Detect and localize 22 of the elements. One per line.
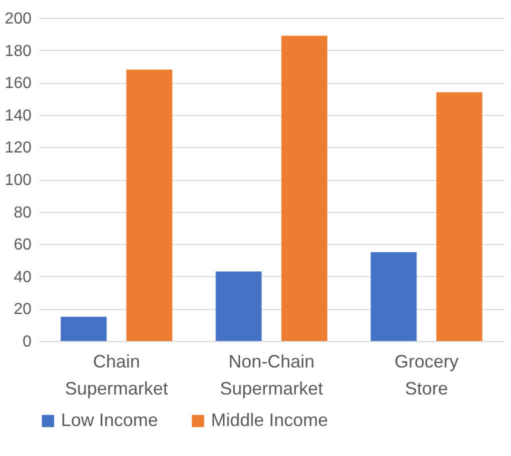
y-tick-label: 0: [22, 334, 32, 350]
x-tick-label: Chain Supermarket: [64, 352, 168, 398]
bar: [126, 70, 172, 341]
bar: [370, 252, 417, 341]
bar: [436, 92, 482, 341]
y-tick-label: 40: [14, 268, 32, 286]
bar: [60, 316, 107, 341]
bar: [216, 272, 262, 341]
legend-label: Middle Income: [211, 410, 328, 430]
y-tick-label: 200: [4, 10, 32, 28]
bar: [281, 36, 328, 341]
y-tick-label: 140: [4, 107, 32, 124]
y-tick-label: 100: [4, 172, 32, 189]
x-tick-label: Grocery Store: [394, 352, 459, 398]
y-tick-label: 20: [14, 301, 32, 318]
y-tick-label: 120: [4, 140, 32, 157]
legend-label: Low Income: [61, 410, 158, 430]
y-tick-label: 180: [4, 42, 32, 60]
y-tick-label: 60: [14, 236, 32, 254]
y-tick-label: 80: [14, 204, 32, 222]
x-tick-label: Non-Chain Supermarket: [220, 352, 324, 398]
y-tick-label: 160: [4, 75, 32, 92]
